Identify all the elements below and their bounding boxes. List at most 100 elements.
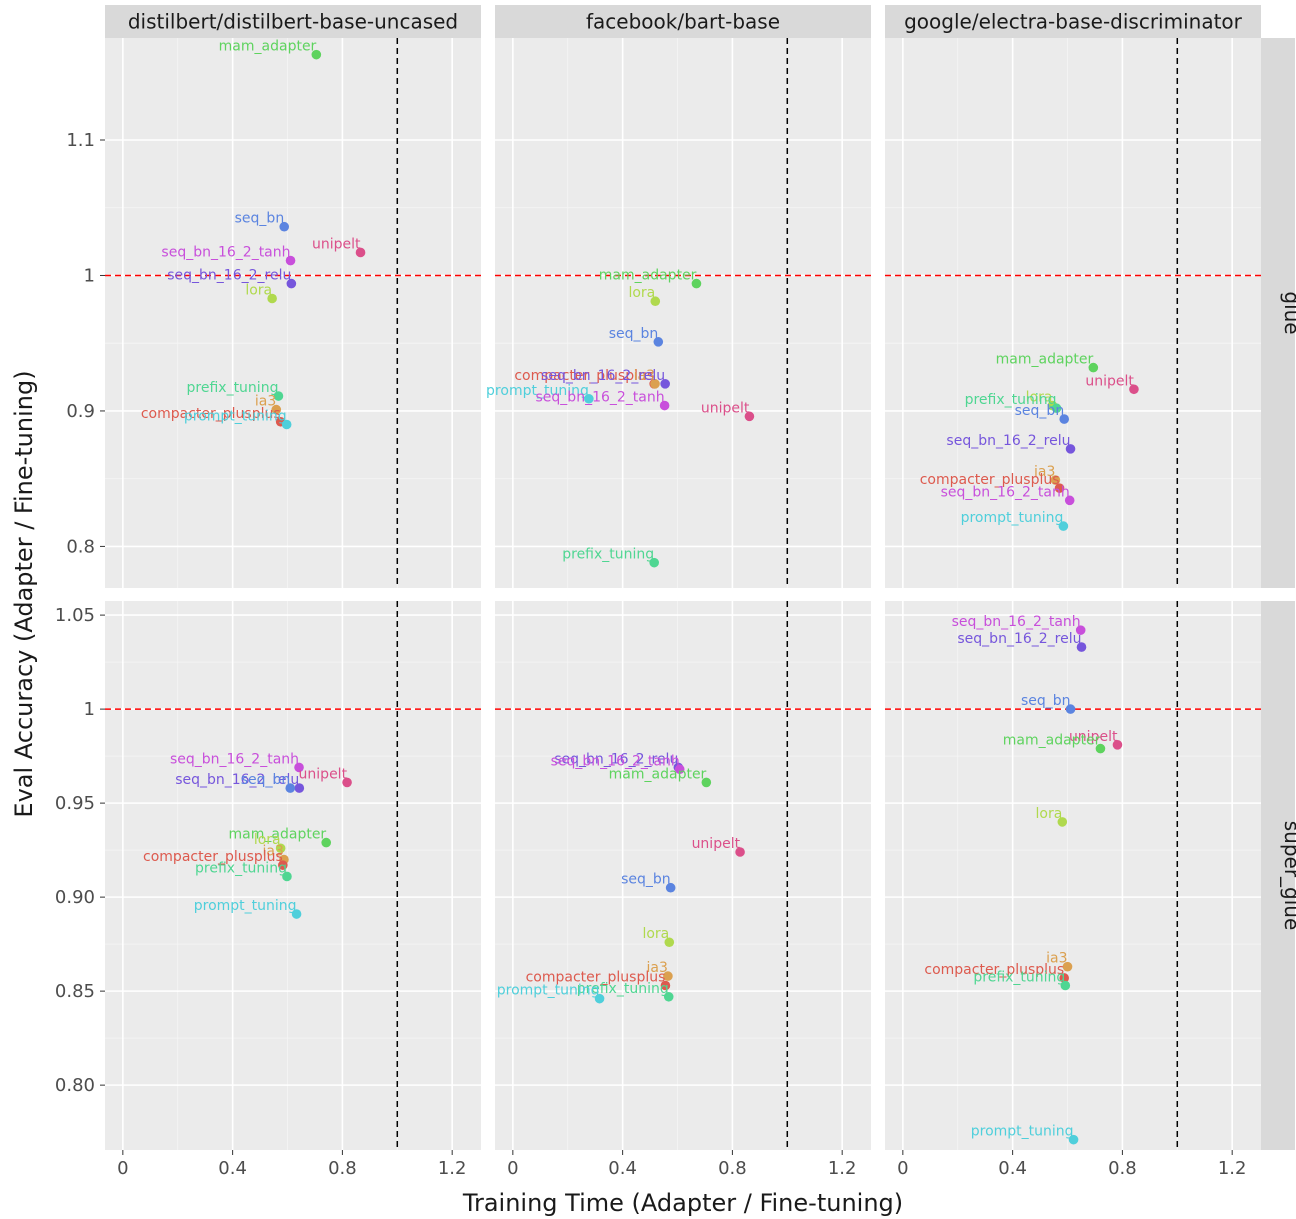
point-mam_adapter [321,837,332,848]
point-label-seq_bn_16_2_tanh: seq_bn_16_2_tanh [551,753,680,769]
point-label-seq_bn_16_2_tanh: seq_bn_16_2_tanh [536,390,665,406]
panel-background [105,601,481,1150]
column-strip [495,5,871,38]
point-label-ia3: ia3 [255,394,276,410]
point-label-compacter_plusplus: compacter_plusplus [141,406,281,422]
point-prefix_tuning [282,871,292,882]
point-seq_bn_16_2_tanh [294,762,304,773]
point-label-prefix_tuning: prefix_tuning [562,547,654,563]
point-label-lora: lora [254,832,281,848]
point-seq_bn_16_2_tanh [674,764,685,775]
y-tick-label: 1.05 [55,605,95,626]
panel-background [885,38,1261,588]
point-label-prompt_tuning: prompt_tuning [497,983,600,999]
x-tick-label: 0.8 [1108,1158,1137,1179]
point-label-unipelt: unipelt [701,400,750,416]
panel-background [885,601,1261,1150]
column-strip [105,5,481,38]
point-label-prefix_tuning: prefix_tuning [195,860,287,876]
x-tick-label: 0 [507,1158,518,1179]
x-tick-label: 0 [117,1158,128,1179]
point-label-seq_bn_16_2_tanh: seq_bn_16_2_tanh [941,484,1070,500]
point-label-seq_bn_16_2_relu: seq_bn_16_2_relu [167,268,291,284]
point-prompt_tuning [1068,1134,1079,1145]
y-tick-label: 0.9 [66,401,95,422]
point-prompt_tuning [291,909,302,919]
point-label-lora: lora [1026,390,1053,406]
point-seq_bn_16_2_relu [1065,444,1076,454]
point-ia3 [663,971,673,981]
point-label-seq_bn_16_2_tanh: seq_bn_16_2_tanh [952,614,1081,630]
point-label-ia3: ia3 [263,844,284,860]
x-tick-label: 0.8 [328,1158,357,1179]
x-tick-label: 0.8 [718,1158,747,1179]
point-prompt_tuning [281,419,292,430]
y-tick-label: 0.8 [66,536,95,557]
point-seq_bn_16_2_relu [294,783,305,793]
point-label-unipelt: unipelt [299,766,348,782]
point-prefix_tuning [273,391,284,401]
y-tick-label: 0.85 [55,981,95,1002]
point-unipelt [1129,384,1139,395]
point-prompt_tuning [584,393,594,404]
point-prompt_tuning [594,993,605,1004]
point-label-mam_adapter: mam_adapter [1003,733,1101,749]
point-unipelt [342,777,352,788]
point-label-prompt_tuning: prompt_tuning [184,408,287,424]
panel: seq_bn_16_2_reluseq_bn_16_2_tanhmam_adap… [495,601,871,1150]
point-prefix_tuning [663,991,674,1002]
point-prompt_tuning [1058,521,1069,531]
point-compacter_plusplus [1054,483,1065,493]
point-label-ia3: ia3 [1034,464,1055,480]
point-seq_bn [285,783,296,793]
point-label-prompt_tuning: prompt_tuning [486,383,589,399]
panel: mam_adapterunipeltloraprefix_tuningseq_b… [885,38,1261,588]
point-label-seq_bn_16_2_tanh: seq_bn_16_2_tanh [170,751,299,767]
panel-background [495,38,871,588]
point-unipelt [1112,740,1123,750]
y-tick-label: 0.90 [55,887,95,908]
y-axis-title: Eval Accuracy (Adapter / Fine-tuning) [10,370,38,817]
y-tick-label: 1 [84,699,95,720]
point-seq_bn_16_2_tanh [659,400,670,411]
point-label-compacter_plusplus: compacter_plusplus [920,472,1060,488]
point-prefix_tuning [649,557,659,568]
column-strip-label: distilbert/distilbert-base-uncased [128,10,458,34]
point-seq_bn_16_2_tanh [1064,495,1075,506]
x-tick-label: 1.2 [1218,1158,1247,1179]
point-label-prefix_tuning: prefix_tuning [973,969,1065,985]
point-ia3 [1062,961,1073,972]
row-strip [1261,601,1295,1150]
row-strip [1261,38,1295,588]
point-compacter_plusplus [1059,973,1070,983]
point-seq_bn [279,221,290,232]
point-label-mam_adapter: mam_adapter [229,827,327,843]
y-tick-label: 0.80 [55,1075,95,1096]
x-tick-label: 0.4 [998,1158,1027,1179]
point-seq_bn_16_2_relu [286,278,297,289]
point-ia3 [650,379,660,389]
point-seq_bn_16_2_relu [1076,642,1087,652]
point-label-seq_bn: seq_bn [235,211,285,227]
point-label-ia3: ia3 [634,368,655,384]
point-label-prompt_tuning: prompt_tuning [961,510,1064,526]
point-label-seq_bn: seq_bn [621,872,671,888]
point-label-seq_bn: seq_bn [1015,403,1065,419]
point-label-mam_adapter: mam_adapter [996,352,1094,368]
point-lora [275,843,286,854]
point-label-seq_bn_16_2_relu: seq_bn_16_2_relu [541,368,665,384]
point-mam_adapter [1088,362,1099,373]
point-label-mam_adapter: mam_adapter [219,39,317,55]
point-mam_adapter [691,278,702,289]
panel-background [495,601,871,1150]
point-label-lora: lora [628,285,655,301]
point-unipelt [355,247,366,258]
point-seq_bn_16_2_tanh [1075,625,1086,635]
point-label-seq_bn: seq_bn [241,772,291,788]
y-tick-label: 1 [84,265,95,286]
point-label-unipelt: unipelt [1085,373,1134,389]
point-mam_adapter [311,49,322,60]
